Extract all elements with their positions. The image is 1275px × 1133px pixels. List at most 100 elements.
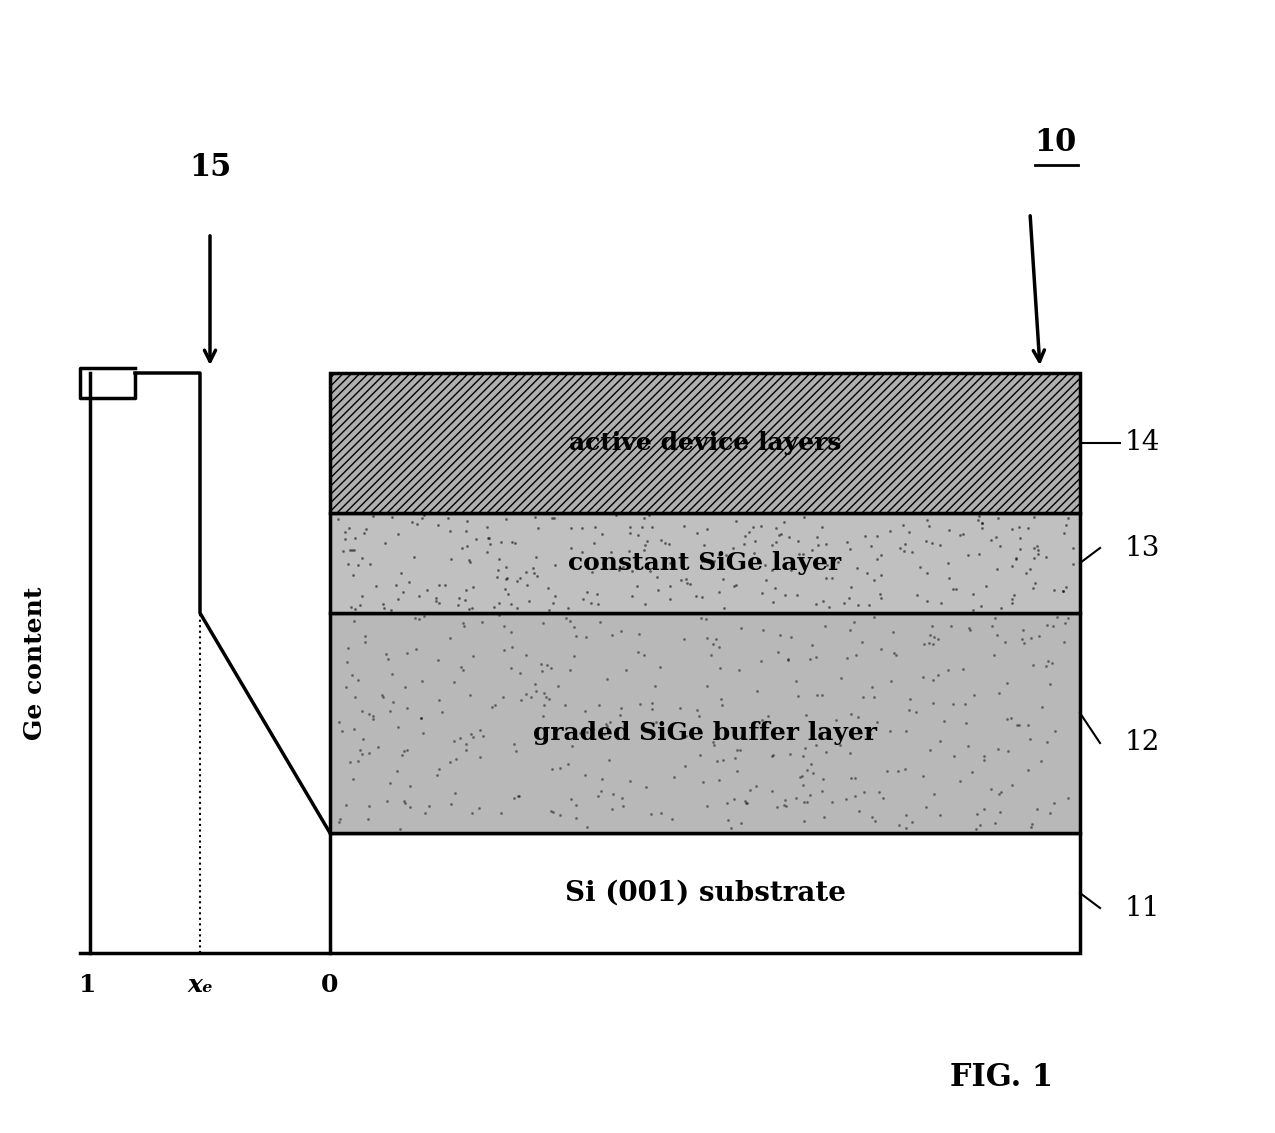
Point	[899, 522, 919, 540]
Point	[933, 713, 954, 731]
Point	[465, 529, 486, 547]
Point	[358, 810, 379, 828]
Point	[762, 782, 783, 800]
Point	[761, 561, 782, 579]
Point	[938, 554, 959, 572]
Point	[845, 646, 866, 664]
Point	[799, 785, 820, 803]
Point	[813, 808, 834, 826]
Point	[536, 689, 556, 707]
Point	[635, 595, 655, 613]
Point	[1009, 716, 1029, 734]
Point	[496, 559, 516, 577]
Point	[510, 664, 530, 682]
Point	[544, 509, 565, 527]
Point	[822, 793, 843, 811]
Point	[929, 806, 950, 824]
Point	[959, 619, 979, 637]
Point	[1056, 516, 1076, 534]
Point	[880, 722, 900, 740]
Point	[762, 747, 783, 765]
Point	[584, 534, 604, 552]
Point	[509, 786, 529, 804]
Text: Ge content: Ge content	[23, 586, 47, 740]
Point	[1025, 574, 1046, 593]
Point	[550, 759, 570, 777]
Point	[863, 688, 884, 706]
Point	[1009, 518, 1029, 536]
Point	[469, 721, 490, 739]
Point	[680, 576, 700, 594]
Point	[989, 803, 1010, 821]
Point	[555, 696, 575, 714]
Point	[787, 586, 807, 604]
Point	[950, 773, 970, 791]
Point	[986, 608, 1006, 627]
Point	[919, 517, 940, 535]
Point	[659, 554, 680, 572]
Point	[899, 701, 919, 719]
Point	[643, 700, 663, 718]
Point	[603, 785, 623, 803]
Point	[634, 542, 654, 560]
Point	[343, 721, 363, 739]
Point	[817, 555, 838, 573]
Point	[414, 506, 435, 525]
Point	[713, 570, 733, 588]
Point	[581, 563, 602, 581]
Point	[636, 531, 657, 550]
Point	[724, 790, 745, 808]
Point	[441, 795, 462, 813]
Point	[812, 591, 833, 610]
Point	[463, 578, 483, 596]
Point	[427, 766, 448, 784]
Point	[354, 627, 375, 645]
Point	[704, 733, 724, 751]
Point	[941, 616, 961, 634]
Point	[340, 753, 361, 772]
Point	[676, 570, 696, 588]
Point	[1016, 564, 1037, 582]
Point	[842, 578, 862, 596]
Point	[578, 723, 598, 741]
Point	[408, 587, 428, 605]
Point	[351, 741, 371, 759]
Point	[501, 596, 521, 614]
Point	[718, 811, 738, 829]
Point	[533, 696, 553, 714]
Point	[868, 783, 889, 801]
Point	[731, 813, 751, 832]
Point	[743, 518, 764, 536]
Point	[496, 570, 516, 588]
Point	[961, 763, 982, 781]
Point	[595, 715, 616, 733]
Point	[988, 740, 1009, 758]
Point	[771, 526, 792, 544]
Point	[778, 651, 798, 670]
Point	[1053, 581, 1074, 599]
Point	[456, 512, 477, 530]
Point	[481, 535, 501, 553]
Point	[816, 743, 836, 761]
Point	[335, 679, 356, 697]
Point	[1012, 630, 1033, 648]
Point	[504, 789, 524, 807]
Point	[646, 714, 667, 732]
Bar	[330, 613, 1080, 833]
Point	[394, 678, 414, 696]
Point	[881, 672, 901, 690]
Point	[709, 582, 729, 600]
Point	[966, 804, 987, 823]
Point	[564, 617, 584, 636]
Point	[822, 569, 843, 587]
Point	[1012, 621, 1033, 639]
Point	[537, 579, 557, 597]
Point	[917, 511, 937, 529]
Point	[360, 796, 380, 815]
Point	[917, 564, 937, 582]
Point	[372, 687, 393, 705]
Point	[639, 506, 659, 525]
Point	[774, 791, 794, 809]
Point	[774, 795, 794, 813]
Point	[402, 512, 422, 530]
